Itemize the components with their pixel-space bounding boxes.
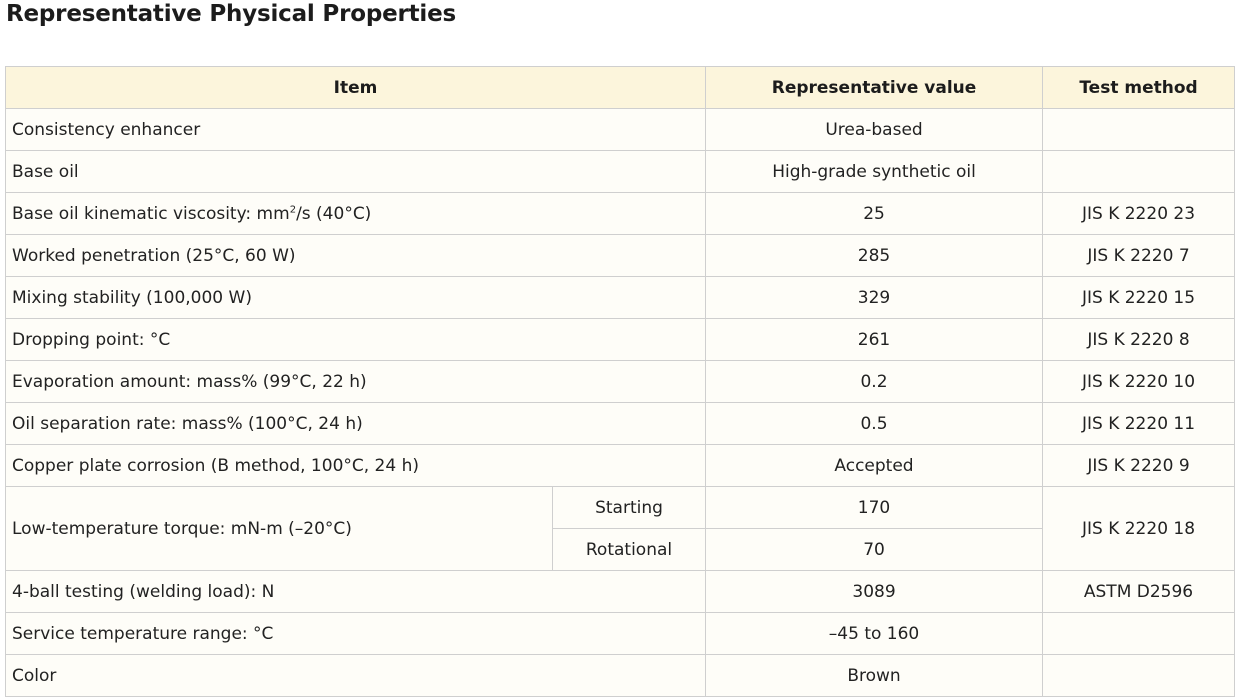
method-cell xyxy=(1042,150,1236,193)
item-cell: Evaporation amount: mass% (99°C, 22 h) xyxy=(4,360,707,403)
value-cell: 285 xyxy=(705,234,1044,277)
item-cell: Service temperature range: °C xyxy=(4,612,707,655)
value-cell: 261 xyxy=(705,318,1044,361)
value-cell: 3089 xyxy=(705,570,1044,613)
value-cell: 0.2 xyxy=(705,360,1044,403)
table-row: Mixing stability (100,000 W) 329 JIS K 2… xyxy=(4,276,1236,319)
table-row: Color Brown xyxy=(4,654,1236,697)
properties-table: Item Representative value Test method Co… xyxy=(4,66,1236,697)
method-cell: JIS K 2220 9 xyxy=(1042,444,1236,487)
method-cell: ASTM D2596 xyxy=(1042,570,1236,613)
item-cell: 4-ball testing (welding load): N xyxy=(4,570,707,613)
table-row: 4-ball testing (welding load): N 3089 AS… xyxy=(4,570,1236,613)
method-cell: JIS K 2220 11 xyxy=(1042,402,1236,445)
sub-item-cell: Rotational xyxy=(551,528,707,571)
value-cell: 170 xyxy=(705,486,1044,529)
header-item: Item xyxy=(4,66,707,109)
sub-item-cell: Starting xyxy=(551,486,707,529)
table-header-row: Item Representative value Test method xyxy=(4,66,1236,109)
table-row: Rotational 70 xyxy=(6,528,1235,571)
table-row: Dropping point: °C 261 JIS K 2220 8 xyxy=(4,318,1236,361)
value-cell: Urea-based xyxy=(705,108,1044,151)
table-row: Copper plate corrosion (B method, 100°C,… xyxy=(4,444,1236,487)
method-cell: JIS K 2220 7 xyxy=(1042,234,1236,277)
table-row: Base oil kinematic viscosity: mm2/s (40°… xyxy=(4,192,1236,235)
table-row: Worked penetration (25°C, 60 W) 285 JIS … xyxy=(4,234,1236,277)
value-cell: 70 xyxy=(705,528,1044,571)
table-row: Service temperature range: °C –45 to 160 xyxy=(4,612,1236,655)
method-cell: JIS K 2220 10 xyxy=(1042,360,1236,403)
value-cell: 0.5 xyxy=(705,402,1044,445)
value-cell: –45 to 160 xyxy=(705,612,1044,655)
table-row: Oil separation rate: mass% (100°C, 24 h)… xyxy=(4,402,1236,445)
method-cell: JIS K 2220 18 xyxy=(1042,486,1236,571)
header-test-method: Test method xyxy=(1042,66,1236,109)
table-row: Low-temperature torque: mN-m (–20°C) Sta… xyxy=(5,486,1236,571)
item-cell: Low-temperature torque: mN-m (–20°C) xyxy=(5,486,553,571)
header-representative-value: Representative value xyxy=(705,66,1044,109)
value-cell: High-grade synthetic oil xyxy=(705,150,1044,193)
superscript: 2 xyxy=(289,203,297,215)
method-cell xyxy=(1042,108,1236,151)
item-cell: Dropping point: °C xyxy=(4,318,707,361)
method-cell xyxy=(1042,654,1236,697)
item-cell: Consistency enhancer xyxy=(4,108,707,151)
table-row: Evaporation amount: mass% (99°C, 22 h) 0… xyxy=(4,360,1236,403)
item-cell: Color xyxy=(4,654,707,697)
value-cell: 329 xyxy=(705,276,1044,319)
page-title: Representative Physical Properties xyxy=(6,1,456,27)
method-cell: JIS K 2220 15 xyxy=(1042,276,1236,319)
item-text: Base oil kinematic viscosity: mm xyxy=(12,203,290,224)
table-row: Base oil High-grade synthetic oil xyxy=(4,150,1236,193)
method-cell: JIS K 2220 23 xyxy=(1042,192,1236,235)
item-cell: Copper plate corrosion (B method, 100°C,… xyxy=(4,444,707,487)
item-cell: Base oil xyxy=(4,150,707,193)
item-cell: Oil separation rate: mass% (100°C, 24 h) xyxy=(4,402,707,445)
value-cell: 25 xyxy=(705,192,1044,235)
value-cell: Brown xyxy=(705,654,1044,697)
item-cell: Mixing stability (100,000 W) xyxy=(4,276,707,319)
value-cell: Accepted xyxy=(705,444,1044,487)
method-cell xyxy=(1042,612,1236,655)
item-cell: Base oil kinematic viscosity: mm2/s (40°… xyxy=(4,192,707,235)
item-text-suffix: /s (40°C) xyxy=(296,203,372,224)
method-cell: JIS K 2220 8 xyxy=(1042,318,1236,361)
table-row: Consistency enhancer Urea-based xyxy=(4,108,1236,151)
item-cell: Worked penetration (25°C, 60 W) xyxy=(4,234,707,277)
